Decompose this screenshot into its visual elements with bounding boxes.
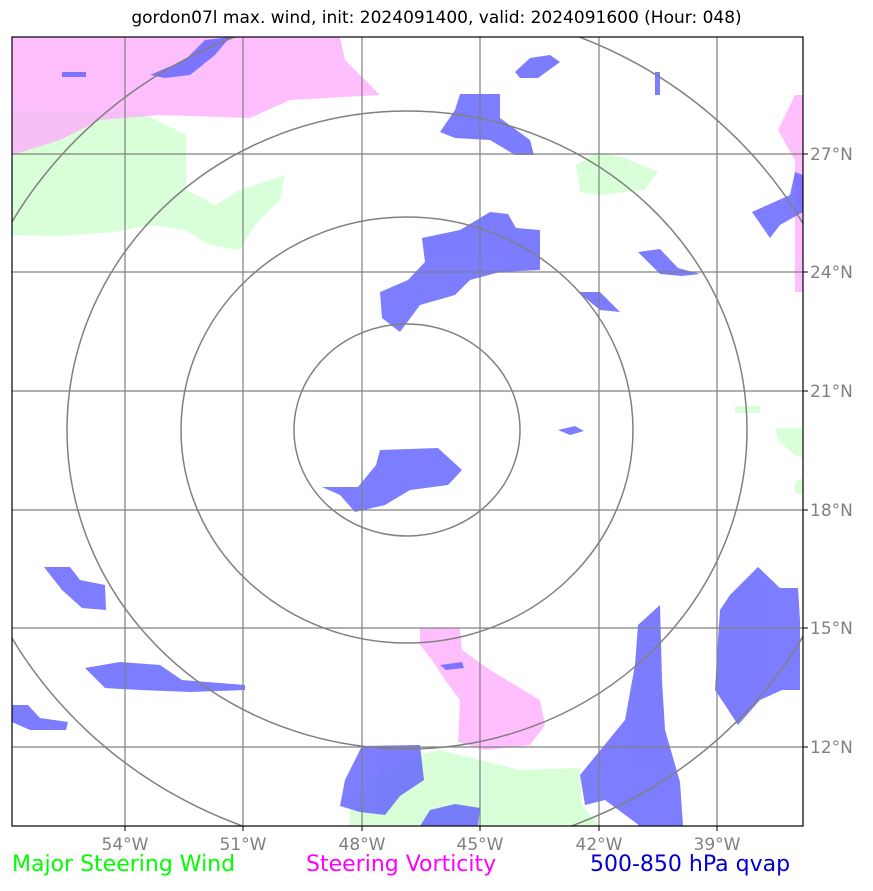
qvap-center — [322, 448, 462, 512]
qvap-center-north — [440, 94, 534, 155]
wind-area-northwest — [12, 110, 285, 250]
qvap-east-south — [715, 567, 800, 725]
qvap-east-dot — [558, 426, 584, 435]
lon-tick-label: 42°W — [576, 835, 623, 855]
lon-tick-label: 39°W — [694, 835, 741, 855]
range-rings — [12, 37, 803, 826]
lat-tick-label: 15°N — [810, 619, 853, 639]
map-title: gordon07l max. wind, init: 2024091400, v… — [131, 8, 742, 28]
qvap-east-upper — [638, 249, 700, 276]
qvap-west-long — [85, 662, 245, 692]
lat-tick-label: 12°N — [810, 738, 853, 758]
range-ring-1 — [293, 323, 521, 537]
latitude-labels: 27°N 24°N 21°N 18°N 15°N 12°N — [810, 145, 853, 758]
map-frame — [11, 36, 804, 827]
wind-area-east — [775, 428, 803, 458]
lon-tick-label: 54°W — [102, 835, 149, 855]
lon-tick-label: 48°W — [339, 835, 386, 855]
qvap-west-edge — [12, 705, 68, 730]
range-ring-3 — [66, 110, 748, 750]
qvap-east-edge — [752, 172, 803, 238]
lat-tick-label: 24°N — [810, 263, 853, 283]
wind-area-east-small — [735, 406, 760, 413]
lat-tick-label: 27°N — [810, 145, 853, 165]
vorticity-area-south — [420, 628, 545, 750]
lon-tick-label: 51°W — [220, 835, 267, 855]
steering-vorticity-areas — [12, 37, 803, 750]
qvap-west — [44, 567, 106, 610]
qvap-south-bottom — [420, 804, 480, 826]
vorticity-area-northwest — [12, 37, 380, 155]
tick-marks — [124, 153, 808, 831]
legend-steering-vorticity: Steering Vorticity — [306, 852, 497, 877]
qvap-north-sliver — [655, 72, 660, 95]
qvap-north — [515, 55, 560, 78]
qvap-south-small — [440, 662, 464, 670]
longitude-labels: 54°W 51°W 48°W 45°W 42°W 39°W — [102, 835, 741, 855]
map-plot-area — [12, 37, 803, 826]
lat-tick-label: 18°N — [810, 501, 853, 521]
lon-tick-label: 45°W — [457, 835, 504, 855]
qvap-southeast — [580, 605, 683, 826]
graticule — [12, 37, 803, 826]
vorticity-area-east — [778, 95, 803, 292]
legend-qvap: 500-850 hPa qvap — [590, 852, 791, 877]
qvap-nw-dot — [62, 72, 86, 77]
range-ring-2 — [180, 216, 634, 644]
legend-steering-wind: Major Steering Wind — [12, 852, 236, 877]
qvap-south — [340, 745, 424, 815]
wind-area-east-edge — [795, 478, 803, 495]
lat-tick-label: 21°N — [810, 382, 853, 402]
wind-area-northeast — [576, 152, 658, 195]
